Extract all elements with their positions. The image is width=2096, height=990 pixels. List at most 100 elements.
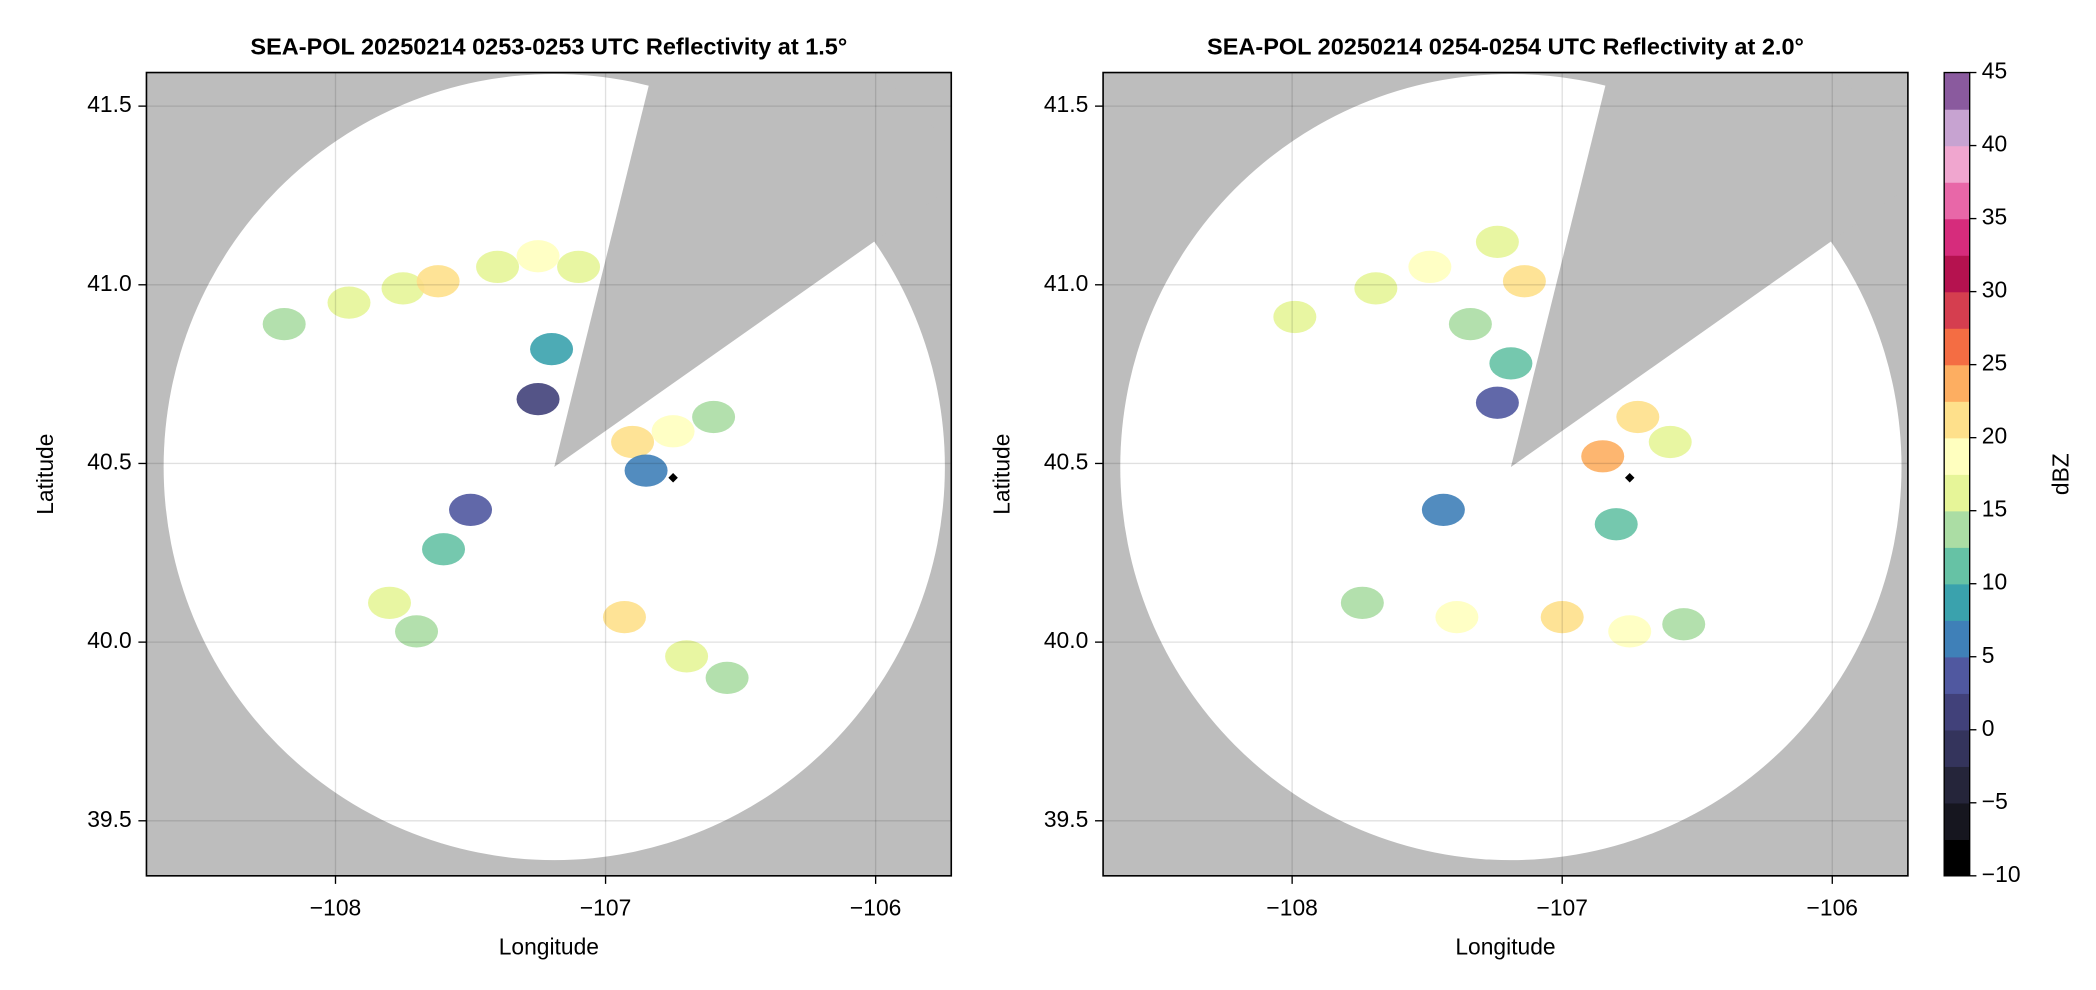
echo-cell <box>1648 425 1692 459</box>
echo-cell <box>705 661 749 694</box>
x-tick-label: −107 <box>580 894 631 920</box>
echo-cell <box>1616 400 1660 434</box>
y-tick-label: 40.0 <box>1044 627 1088 653</box>
echo-cell <box>1475 386 1519 419</box>
colorbar-tick-label: 10 <box>1982 569 2007 595</box>
echo-cell <box>1475 225 1519 259</box>
echo-cell <box>1408 250 1452 284</box>
chart-title: SEA-POL 20250214 0253-0253 UTC Reflectiv… <box>250 34 847 60</box>
colorbar-segment <box>1944 109 1970 147</box>
echo-cell <box>1273 300 1317 334</box>
y-tick-label: 41.5 <box>87 91 131 117</box>
map-panel: −108 −107 −106 39.5 40.0 40.5 41.0 41.5 SEA-POL … <box>32 34 953 959</box>
colorbar-tick-label: −5 <box>1982 788 2008 814</box>
y-tick-label: 41.0 <box>87 270 131 296</box>
echo-cell <box>624 454 668 487</box>
echo-cell <box>449 493 493 527</box>
x-tick-label: −108 <box>1266 894 1317 920</box>
site-marker <box>668 473 678 483</box>
echo-cell <box>1489 347 1533 380</box>
colorbar-segment <box>1944 72 1970 110</box>
y-tick-label: 40.5 <box>1044 448 1088 474</box>
plot-frame <box>145 71 953 877</box>
echo-cell <box>611 425 655 459</box>
echo-cell <box>381 272 425 305</box>
colorbar-segment <box>1944 693 1970 731</box>
colorbar-tick-label: 30 <box>1982 277 2007 303</box>
y-axis-label: Latitude <box>989 434 1015 515</box>
echo-cell <box>1502 265 1546 298</box>
y-tick-label: 39.5 <box>87 806 131 832</box>
colorbar-label: dBZ <box>2047 453 2073 495</box>
echo-cell <box>692 400 736 434</box>
echo-cell <box>516 383 560 416</box>
x-tick-label: −106 <box>850 894 901 920</box>
echo-cell <box>1662 608 1706 641</box>
echo-cell <box>422 533 466 566</box>
colorbar-segment <box>1944 474 1970 512</box>
echo-cell <box>327 286 371 319</box>
colorbar-segment <box>1944 729 1970 767</box>
colorbar-tick-label: −10 <box>1982 861 2021 887</box>
echo-cell <box>1354 272 1398 305</box>
echo-cell <box>1421 493 1465 527</box>
echo-cell <box>1448 307 1492 341</box>
colorbar-segment <box>1944 401 1970 439</box>
echo-cell <box>602 600 646 634</box>
plot-frame <box>1102 71 1909 877</box>
chart-title: SEA-POL 20250214 0254-0254 UTC Reflectiv… <box>1207 34 1804 60</box>
y-axis-label: Latitude <box>32 434 58 515</box>
echo-cell <box>557 250 601 284</box>
y-tick-label: 41.5 <box>1044 91 1088 117</box>
plot-area <box>146 72 952 876</box>
colorbar-tick-label: 15 <box>1982 496 2007 522</box>
echo-cell <box>1340 586 1384 619</box>
colorbar-segment <box>1944 145 1970 183</box>
x-axis-label: Longitude <box>499 933 599 959</box>
y-tick-label: 39.5 <box>1044 806 1088 832</box>
blocked-sector <box>1510 72 1908 468</box>
colorbar-segment <box>1944 656 1970 694</box>
colorbar-tick-label: 5 <box>1982 642 1995 668</box>
colorbar-segment <box>1944 437 1970 475</box>
x-tick-label: −108 <box>310 894 361 920</box>
colorbar-segment <box>1944 583 1970 621</box>
x-tick-label: −106 <box>1807 894 1858 920</box>
colorbar-segment <box>1944 547 1970 585</box>
echo-cell <box>1581 440 1625 473</box>
colorbar-tick-label: 20 <box>1982 423 2007 449</box>
y-tick-label: 40.0 <box>87 627 131 653</box>
colorbar-segment <box>1944 218 1970 256</box>
colorbar-segment <box>1944 364 1970 402</box>
echo-cell <box>262 307 306 341</box>
y-tick-label: 41.0 <box>1044 270 1088 296</box>
colorbar-segment <box>1944 255 1970 293</box>
plot-area <box>1103 72 1908 876</box>
echo-cell <box>665 640 709 673</box>
colorbar-segment <box>1944 766 1970 804</box>
echo-cell <box>368 586 412 619</box>
blocked-sector <box>554 72 952 468</box>
colorbar-tick-label: 45 <box>1982 58 2007 84</box>
echo-cell <box>416 265 460 298</box>
map-panel: −108 −107 −106 39.5 40.0 40.5 41.0 41.5 SEA-POL … <box>989 34 1909 959</box>
echo-cell <box>651 415 695 448</box>
echo-cell <box>476 250 520 284</box>
colorbar-tick-label: 40 <box>1982 131 2007 157</box>
echo-cell <box>395 615 439 648</box>
colorbar-segment <box>1944 802 1970 840</box>
echo-cell <box>1608 615 1652 648</box>
echo-cell <box>516 240 560 273</box>
x-tick-label: −107 <box>1536 894 1587 920</box>
colorbar-segment <box>1944 839 1970 877</box>
colorbar-tick-label: 0 <box>1982 715 1995 741</box>
colorbar-segment <box>1944 291 1970 329</box>
echo-cell <box>530 332 574 366</box>
colorbar-tick-label: 25 <box>1982 350 2007 376</box>
colorbar-segment <box>1944 182 1970 220</box>
y-tick-label: 40.5 <box>87 448 131 474</box>
echo-cell <box>1435 600 1479 634</box>
colorbar-frame <box>1943 71 1971 877</box>
colorbar: −10 −5 0 5 10 15 20 25 30 35 40 45 dBZ <box>1943 58 2073 887</box>
